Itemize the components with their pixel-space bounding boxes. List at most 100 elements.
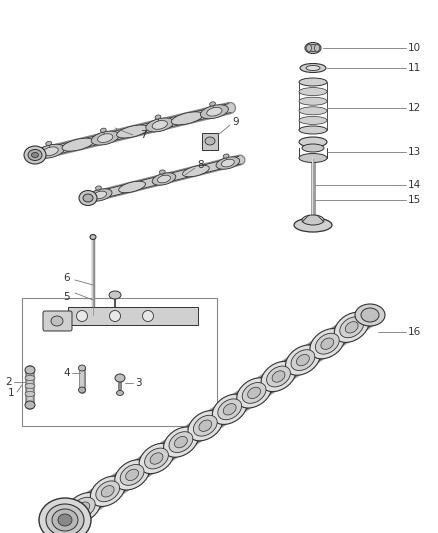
Ellipse shape <box>88 189 112 201</box>
Text: 16: 16 <box>408 327 421 337</box>
Ellipse shape <box>294 218 332 232</box>
Ellipse shape <box>247 387 261 399</box>
Ellipse shape <box>297 354 309 366</box>
Bar <box>68 307 198 325</box>
Text: 11: 11 <box>408 63 421 73</box>
Ellipse shape <box>345 321 358 333</box>
Ellipse shape <box>308 44 318 52</box>
Ellipse shape <box>139 443 174 474</box>
Ellipse shape <box>299 116 327 124</box>
Ellipse shape <box>24 146 46 164</box>
Ellipse shape <box>242 383 266 403</box>
Ellipse shape <box>300 63 326 72</box>
Ellipse shape <box>46 141 52 146</box>
Ellipse shape <box>110 311 120 321</box>
Text: 7: 7 <box>140 130 147 140</box>
Bar <box>22 298 217 426</box>
Ellipse shape <box>25 384 35 389</box>
Ellipse shape <box>315 333 339 354</box>
Ellipse shape <box>145 448 168 469</box>
Ellipse shape <box>209 102 215 106</box>
Ellipse shape <box>267 366 290 387</box>
Ellipse shape <box>78 387 85 393</box>
Ellipse shape <box>37 144 64 158</box>
Ellipse shape <box>174 437 187 448</box>
Ellipse shape <box>117 391 124 395</box>
Ellipse shape <box>101 486 114 497</box>
Ellipse shape <box>159 170 165 174</box>
Ellipse shape <box>43 147 58 156</box>
Ellipse shape <box>183 165 209 177</box>
Ellipse shape <box>96 481 120 502</box>
Ellipse shape <box>321 338 334 350</box>
Ellipse shape <box>146 118 174 132</box>
Text: 6: 6 <box>64 273 70 283</box>
Ellipse shape <box>305 43 321 53</box>
Ellipse shape <box>98 134 113 142</box>
Text: 2: 2 <box>5 377 12 387</box>
Text: 9: 9 <box>232 117 239 127</box>
Ellipse shape <box>299 87 327 95</box>
Ellipse shape <box>142 311 153 321</box>
Ellipse shape <box>299 107 327 115</box>
Ellipse shape <box>169 432 193 453</box>
Ellipse shape <box>95 186 101 190</box>
Ellipse shape <box>25 392 35 397</box>
Ellipse shape <box>302 144 324 152</box>
Ellipse shape <box>207 108 222 116</box>
Ellipse shape <box>91 131 119 145</box>
Ellipse shape <box>90 476 125 506</box>
Ellipse shape <box>218 399 242 419</box>
Ellipse shape <box>310 328 345 359</box>
Ellipse shape <box>52 509 78 531</box>
Ellipse shape <box>117 125 148 138</box>
Ellipse shape <box>188 410 223 441</box>
FancyBboxPatch shape <box>43 311 72 331</box>
Ellipse shape <box>302 215 324 225</box>
Ellipse shape <box>77 311 88 321</box>
Ellipse shape <box>71 497 95 518</box>
Polygon shape <box>202 133 218 150</box>
Ellipse shape <box>126 469 138 481</box>
Text: 10: 10 <box>408 43 421 53</box>
Ellipse shape <box>306 66 320 70</box>
Ellipse shape <box>299 137 327 147</box>
Ellipse shape <box>119 181 145 193</box>
Ellipse shape <box>299 97 327 105</box>
Ellipse shape <box>90 235 96 239</box>
Text: 4: 4 <box>64 368 70 378</box>
Text: 15: 15 <box>408 195 421 205</box>
Ellipse shape <box>216 157 240 169</box>
Ellipse shape <box>163 427 198 457</box>
Ellipse shape <box>199 420 212 431</box>
Ellipse shape <box>299 78 327 86</box>
Ellipse shape <box>28 149 42 160</box>
Ellipse shape <box>261 361 296 392</box>
Ellipse shape <box>205 137 215 145</box>
Ellipse shape <box>66 492 101 523</box>
Ellipse shape <box>39 498 91 533</box>
Ellipse shape <box>115 460 149 490</box>
Ellipse shape <box>194 415 217 436</box>
Ellipse shape <box>361 308 379 322</box>
Ellipse shape <box>25 366 35 374</box>
Ellipse shape <box>152 120 167 130</box>
Ellipse shape <box>221 159 234 167</box>
Ellipse shape <box>94 191 106 199</box>
Ellipse shape <box>299 154 327 163</box>
Ellipse shape <box>272 371 285 382</box>
Ellipse shape <box>62 138 94 151</box>
Ellipse shape <box>286 345 320 375</box>
Ellipse shape <box>340 317 364 338</box>
Ellipse shape <box>201 105 228 119</box>
Ellipse shape <box>355 304 385 326</box>
Ellipse shape <box>46 504 84 533</box>
Ellipse shape <box>25 401 35 409</box>
Text: 8: 8 <box>197 160 204 170</box>
Ellipse shape <box>109 291 121 299</box>
Ellipse shape <box>237 378 272 408</box>
Ellipse shape <box>171 112 203 125</box>
Ellipse shape <box>223 403 236 415</box>
Ellipse shape <box>58 514 72 526</box>
Text: 14: 14 <box>408 180 421 190</box>
